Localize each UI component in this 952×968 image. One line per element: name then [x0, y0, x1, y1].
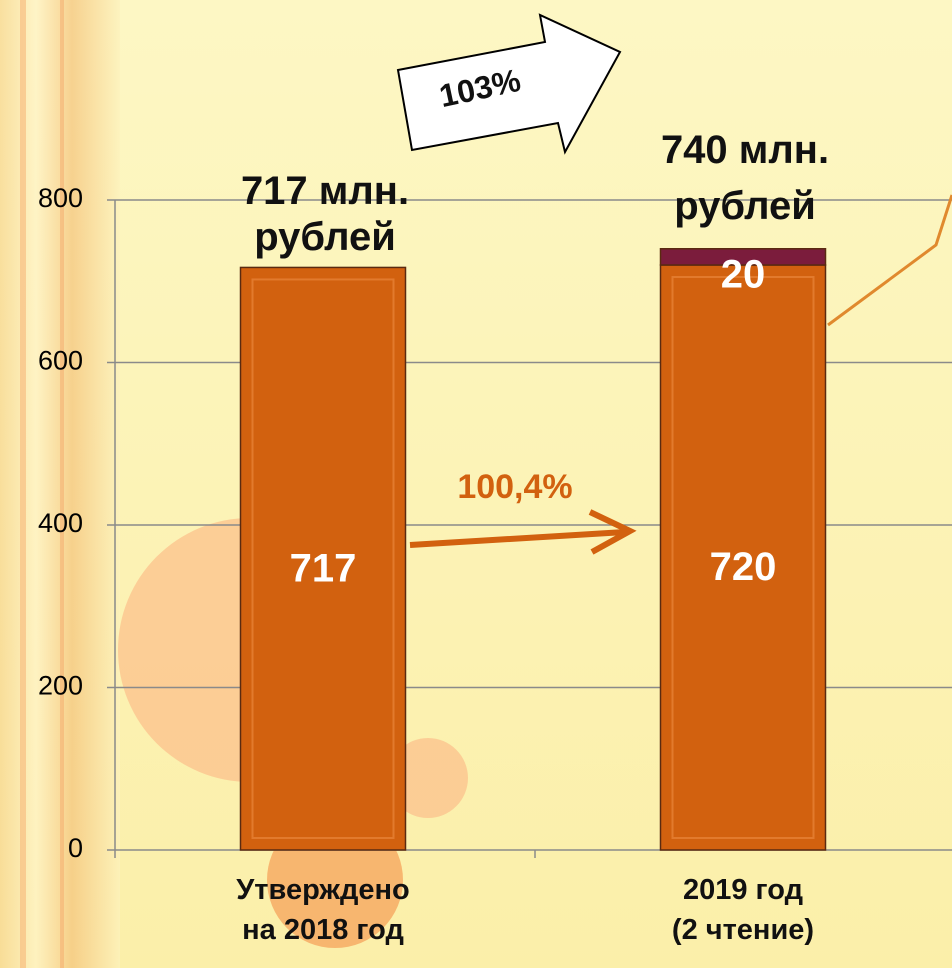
base-arrow	[409, 529, 626, 548]
y-tick-label: 600	[38, 346, 83, 376]
data-label: 717	[290, 546, 357, 590]
data-label: 20	[721, 252, 766, 296]
growth-label: 100,4%	[457, 468, 573, 506]
decor-stripe	[20, 0, 26, 968]
total-label: 740 млн. рублей	[660, 128, 830, 228]
bar-segment	[659, 264, 827, 851]
base-arrow-head	[588, 509, 637, 555]
bar-segment	[659, 248, 827, 266]
total-label: 717 млн. рублей	[240, 169, 410, 259]
x-tick-label: 2019 год (2 чтение)	[671, 874, 815, 946]
bar-segment	[239, 266, 407, 851]
bar-bevel	[671, 276, 815, 839]
callout-line	[827, 194, 952, 327]
decor-stripe	[60, 0, 64, 968]
growth-arrow	[396, 13, 622, 155]
y-tick-label: 200	[38, 671, 83, 701]
y-tick-label: 0	[68, 833, 83, 863]
bar-bevel	[251, 278, 395, 839]
x-tick-label: Утверждено на 2018 год	[236, 874, 410, 946]
decor-circle	[388, 738, 468, 818]
y-tick-label: 400	[38, 508, 83, 538]
y-tick-label: 800	[38, 183, 83, 213]
data-label: 720	[710, 545, 777, 589]
